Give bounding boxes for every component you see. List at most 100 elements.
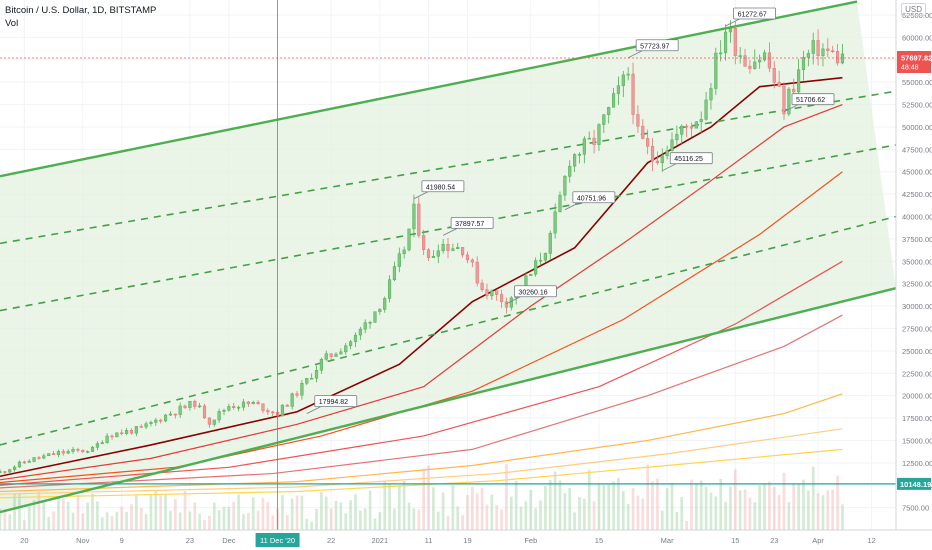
volume-bar	[334, 501, 338, 530]
volume-bar	[310, 521, 313, 530]
x-tick-label: Mar	[661, 536, 674, 545]
candle-body	[811, 40, 815, 54]
volume-bar	[378, 512, 382, 530]
candle-body	[81, 449, 85, 452]
y-tick-label: 55000.00	[902, 78, 932, 87]
price-label-box	[669, 152, 713, 165]
last-price-label: 57697.82	[901, 54, 932, 63]
volume-bar	[354, 494, 357, 530]
candle-body	[290, 393, 294, 407]
volume-bar	[690, 479, 693, 530]
candle-body	[738, 55, 742, 57]
candle-body	[611, 93, 616, 108]
candle-body	[680, 125, 684, 135]
candle-body	[558, 194, 562, 213]
volume-bar	[665, 488, 669, 530]
volume-bar	[281, 495, 284, 530]
moving-average-line	[0, 76, 843, 478]
candle-body	[246, 401, 250, 405]
price-label: 51706.62	[796, 97, 825, 104]
volume-bar	[529, 489, 533, 530]
volume-bar	[432, 487, 435, 530]
volume-bar	[495, 505, 499, 530]
candle-body	[782, 85, 786, 115]
channel-mid-line	[0, 215, 897, 446]
y-tick-label: 40000.00	[902, 213, 932, 222]
volume-bar	[660, 510, 664, 530]
time-axis: 20 Nov 9 23 Dec 22 2021 11 19 Feb 15 Mar 15 23 Apr 12 11…	[0, 529, 932, 550]
candle-body	[806, 53, 810, 58]
volume-bar	[563, 493, 567, 530]
candle-body	[470, 259, 474, 263]
channel-lower-line	[0, 287, 897, 514]
volume-bar	[407, 502, 411, 530]
volume-bar	[363, 508, 367, 530]
candle-body	[714, 52, 718, 89]
candle-body	[568, 165, 572, 177]
countdown-label: 48:48	[901, 65, 919, 72]
candle-body	[407, 228, 411, 251]
volume-bar	[100, 517, 104, 530]
price-axis: 62500.0060000.0057500.0055000.0052500.00…	[895, 0, 932, 550]
candle-body	[271, 411, 275, 414]
volume-bar	[251, 497, 255, 530]
x-tick-label: 15	[731, 536, 739, 545]
candle-body	[431, 256, 435, 258]
volume-bar	[388, 484, 391, 530]
volume-bar	[393, 508, 396, 530]
candle-body	[344, 345, 348, 353]
y-tick-label: 15000.00	[902, 436, 932, 445]
x-tick-label: Feb	[524, 536, 537, 545]
candle-body	[538, 259, 543, 262]
candle-body	[144, 423, 148, 428]
candle-body	[0, 471, 2, 473]
volume-bar	[451, 485, 455, 530]
candle-body	[621, 74, 625, 86]
candle-body	[241, 401, 246, 408]
candle-body	[115, 432, 119, 438]
candle-body	[616, 85, 621, 94]
candle-body	[597, 124, 601, 145]
volume-bar	[247, 512, 250, 530]
candle-body	[266, 410, 270, 413]
candle-body	[173, 413, 177, 416]
candle-body	[159, 419, 163, 422]
candle-body	[592, 137, 596, 145]
price-label-box	[450, 216, 494, 229]
price-label: 57723.97	[640, 43, 669, 50]
candle-body	[154, 419, 158, 423]
price-label-pointer	[306, 406, 321, 414]
y-tick-label: 17500.00	[902, 414, 932, 423]
price-labels: 17994.82 41980.54 37897.57 30260.16 40751.96…	[306, 7, 835, 414]
volume-bar	[422, 468, 425, 530]
moving-averages	[0, 76, 843, 499]
y-tick-label: 50000.00	[902, 123, 932, 132]
volume-bar	[0, 508, 2, 530]
volume-bar	[193, 502, 197, 530]
candle-body	[607, 107, 611, 116]
volume-bar	[680, 497, 684, 530]
y-tick-label: 32500.00	[902, 280, 932, 289]
candle-body	[529, 274, 533, 277]
x-tick-label: 11	[425, 536, 433, 545]
x-tick-label: 15	[595, 536, 603, 545]
volume-bar	[397, 485, 401, 530]
h-line-label: 10148.19	[900, 480, 931, 489]
volume-bar	[159, 495, 163, 530]
candle-body	[47, 453, 51, 456]
volume-bar	[743, 489, 747, 530]
volume-bar	[485, 504, 489, 530]
volume-bar	[758, 485, 761, 530]
volume-bar	[105, 512, 109, 530]
channel-mid-line	[0, 90, 897, 245]
moving-average-line	[0, 104, 843, 481]
volume-bar	[359, 510, 362, 530]
candle-body	[509, 297, 513, 308]
price-label-pointer	[662, 163, 677, 172]
candle-body	[13, 466, 17, 470]
moving-average-line	[0, 393, 843, 493]
candle-body	[728, 28, 733, 33]
currency-label[interactable]: USD	[901, 3, 926, 16]
volume-bar	[592, 501, 596, 530]
